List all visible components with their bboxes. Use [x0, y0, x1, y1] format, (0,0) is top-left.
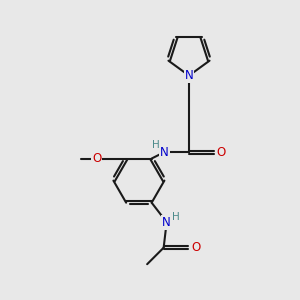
Text: N: N: [160, 146, 169, 159]
Text: H: H: [172, 212, 180, 222]
Text: O: O: [92, 152, 101, 165]
Text: N: N: [162, 216, 171, 229]
Text: N: N: [184, 69, 194, 82]
Text: H: H: [152, 140, 160, 151]
Text: O: O: [191, 241, 200, 254]
Text: O: O: [217, 146, 226, 159]
